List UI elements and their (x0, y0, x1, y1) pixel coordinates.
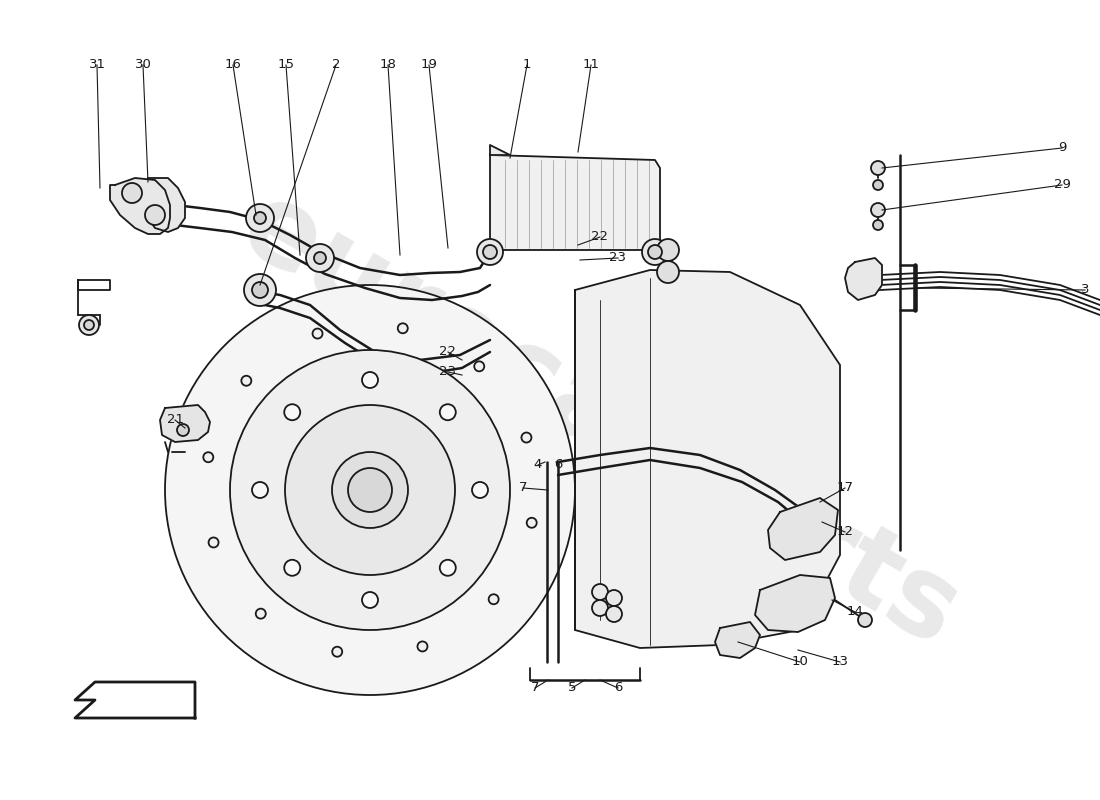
Circle shape (230, 350, 510, 630)
Text: 29: 29 (1054, 178, 1070, 191)
Circle shape (79, 315, 99, 335)
Circle shape (252, 482, 268, 498)
Text: 23: 23 (440, 365, 456, 378)
Circle shape (256, 609, 266, 618)
Circle shape (440, 404, 455, 420)
Circle shape (657, 261, 679, 283)
Polygon shape (110, 178, 170, 234)
Circle shape (284, 404, 300, 420)
Text: a passion for cars: a passion for cars (408, 417, 712, 583)
Circle shape (145, 205, 165, 225)
Circle shape (284, 560, 300, 576)
Circle shape (873, 180, 883, 190)
Circle shape (362, 372, 378, 388)
Circle shape (527, 518, 537, 528)
Circle shape (871, 203, 886, 217)
Text: 5: 5 (568, 681, 576, 694)
Circle shape (873, 220, 883, 230)
Text: 22: 22 (592, 230, 608, 243)
Circle shape (648, 245, 662, 259)
Circle shape (606, 590, 621, 606)
Circle shape (592, 584, 608, 600)
Text: 12: 12 (836, 525, 854, 538)
Text: 13: 13 (832, 655, 848, 668)
Text: 31: 31 (88, 58, 106, 71)
Circle shape (606, 606, 621, 622)
Circle shape (521, 433, 531, 442)
Polygon shape (755, 575, 835, 632)
Circle shape (314, 252, 326, 264)
Polygon shape (715, 622, 760, 658)
Text: 18: 18 (379, 58, 396, 71)
Circle shape (244, 274, 276, 306)
Polygon shape (845, 258, 882, 300)
Circle shape (204, 452, 213, 462)
Circle shape (246, 204, 274, 232)
Circle shape (312, 329, 322, 338)
Circle shape (177, 424, 189, 436)
Text: 21: 21 (166, 413, 184, 426)
Circle shape (332, 452, 408, 528)
Text: 4: 4 (534, 458, 542, 471)
Circle shape (483, 245, 497, 259)
Circle shape (858, 613, 872, 627)
Polygon shape (160, 405, 210, 442)
Polygon shape (490, 145, 510, 155)
Text: 11: 11 (583, 58, 600, 71)
Circle shape (84, 320, 94, 330)
Circle shape (209, 538, 219, 547)
Text: 15: 15 (277, 58, 295, 71)
Circle shape (348, 468, 392, 512)
Circle shape (165, 285, 575, 695)
Text: 17: 17 (836, 481, 854, 494)
Circle shape (871, 161, 886, 175)
Circle shape (241, 376, 251, 386)
Text: 7: 7 (519, 481, 527, 494)
Text: 3: 3 (1080, 283, 1089, 296)
Text: 185: 185 (593, 318, 768, 462)
Text: 19: 19 (420, 58, 438, 71)
Text: 9: 9 (1058, 141, 1066, 154)
Text: 6: 6 (553, 458, 562, 471)
Text: eurocarparts: eurocarparts (222, 171, 978, 669)
Circle shape (472, 482, 488, 498)
Circle shape (592, 600, 608, 616)
Circle shape (440, 560, 455, 576)
Circle shape (657, 239, 679, 261)
Polygon shape (575, 270, 840, 648)
Polygon shape (75, 682, 195, 718)
Polygon shape (768, 498, 838, 560)
Circle shape (398, 323, 408, 334)
Circle shape (285, 405, 455, 575)
Text: 6: 6 (614, 681, 623, 694)
Circle shape (418, 642, 428, 651)
Circle shape (477, 239, 503, 265)
Polygon shape (148, 178, 185, 232)
Text: 23: 23 (609, 251, 627, 264)
Circle shape (306, 244, 334, 272)
Circle shape (642, 239, 668, 265)
Circle shape (362, 592, 378, 608)
Text: 10: 10 (792, 655, 808, 668)
Circle shape (474, 362, 484, 371)
Text: 16: 16 (224, 58, 241, 71)
Text: 1: 1 (522, 58, 531, 71)
Circle shape (122, 183, 142, 203)
Circle shape (254, 212, 266, 224)
Polygon shape (490, 155, 660, 250)
Text: 30: 30 (134, 58, 152, 71)
Text: 22: 22 (440, 345, 456, 358)
Circle shape (488, 594, 498, 604)
Text: 14: 14 (847, 605, 864, 618)
Text: 7: 7 (530, 681, 539, 694)
Circle shape (332, 646, 342, 657)
Circle shape (252, 282, 268, 298)
Text: 2: 2 (332, 58, 340, 71)
